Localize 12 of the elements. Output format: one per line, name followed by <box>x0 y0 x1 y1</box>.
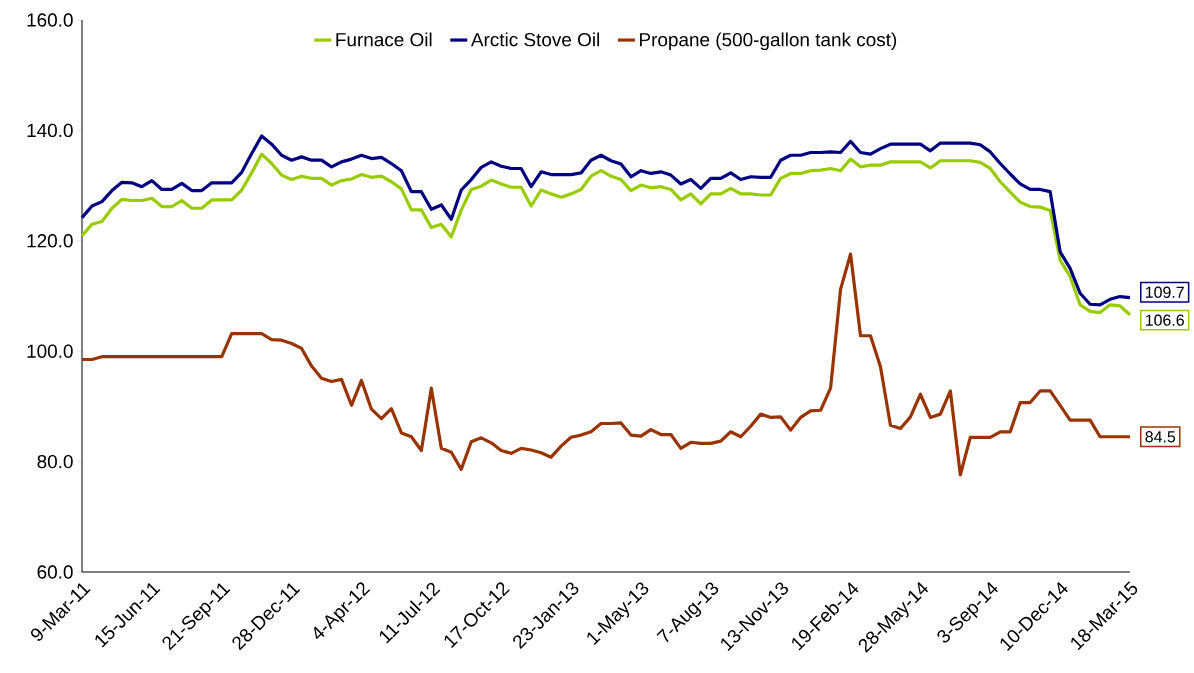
data-label: 106.6 <box>1145 314 1184 326</box>
y-tick-label: 160.0 <box>27 13 73 27</box>
y-tick-label: 120.0 <box>27 234 73 248</box>
y-tick-label: 60.0 <box>37 565 73 579</box>
legend-label: Furnace Oil <box>336 32 432 47</box>
data-label: 84.5 <box>1145 431 1176 443</box>
legend-label: Propane (500-gallon tank cost) <box>640 32 897 51</box>
data-label: 109.7 <box>1145 286 1184 298</box>
y-tick-label: 140.0 <box>27 123 73 138</box>
y-tick-label: 100.0 <box>27 344 73 358</box>
y-tick-label: 80.0 <box>37 454 73 469</box>
legend-label: Arctic Stove Oil <box>470 32 599 47</box>
